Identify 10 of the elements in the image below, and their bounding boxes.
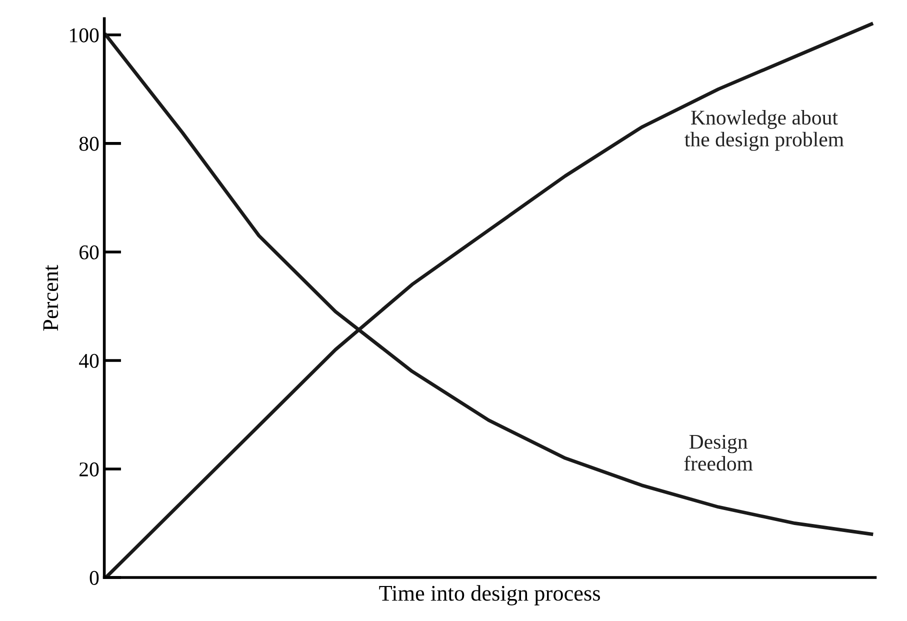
y-tick-label: 100 <box>70 28 99 42</box>
y-axis-title: Percent <box>43 264 58 331</box>
y-tick-label: 60 <box>80 245 99 260</box>
series-label: Design freedom <box>684 434 753 471</box>
y-tick-label: 20 <box>80 462 99 476</box>
y-tick-label: 40 <box>79 354 99 368</box>
x-axis-title: Time into design process <box>379 585 600 606</box>
y-tick-label: 80 <box>79 136 99 151</box>
y-tick-label: 0 <box>90 570 99 585</box>
series-label: Knowledge about the design problem <box>684 110 844 151</box>
